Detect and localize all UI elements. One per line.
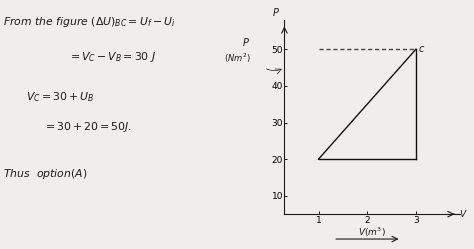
Text: From the figure $(\Delta U)_{BC} = U_{f}-U_i$: From the figure $(\Delta U)_{BC} = U_{f}… <box>3 15 175 29</box>
Text: c: c <box>419 44 424 54</box>
Text: $V_C = 30 + U_B$: $V_C = 30 + U_B$ <box>26 90 94 104</box>
Text: $= V_C - V_B = 30\ J$: $= V_C - V_B = 30\ J$ <box>68 50 156 64</box>
Text: Thus  option$(A)$: Thus option$(A)$ <box>3 167 87 181</box>
Text: $V(m^3)$: $V(m^3)$ <box>358 226 386 239</box>
Text: V: V <box>459 210 465 219</box>
Text: $(Nm^2)$: $(Nm^2)$ <box>224 52 250 65</box>
Text: P: P <box>273 8 279 18</box>
Text: P: P <box>243 38 249 48</box>
Text: $= 30+20 = 50J.$: $= 30+20 = 50J.$ <box>43 120 132 134</box>
